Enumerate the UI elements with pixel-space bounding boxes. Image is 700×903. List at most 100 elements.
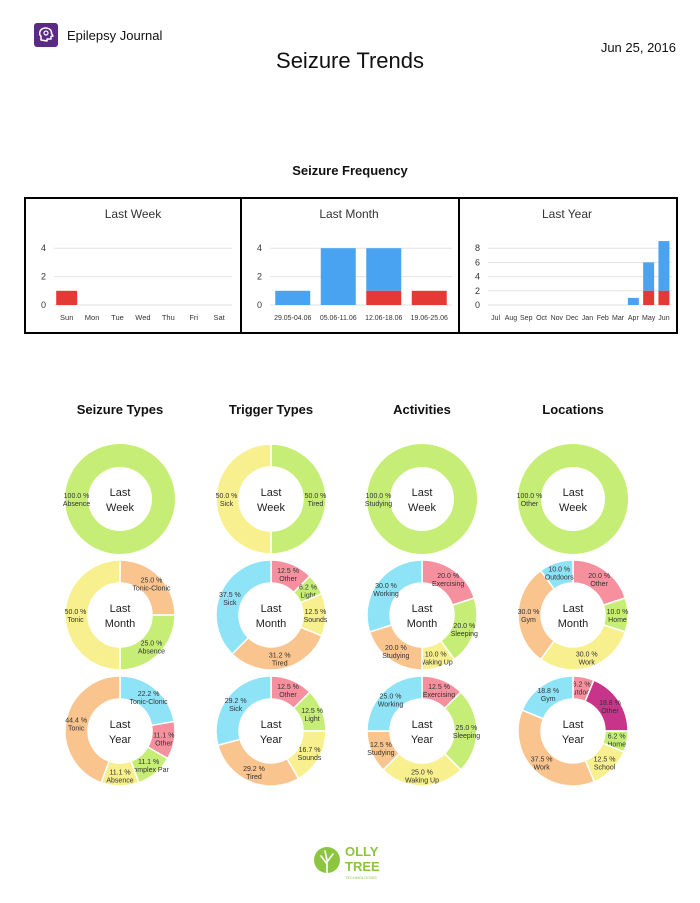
donut-center-label: Year: [260, 734, 283, 746]
slice-percent-label: 100.0 %: [64, 493, 90, 500]
slice-percent-label: 16.7 %: [299, 747, 321, 754]
x-tick-label: Fri: [189, 313, 198, 322]
donut-slice: [539, 559, 574, 591]
slice-name-label: Outdoors: [545, 575, 574, 582]
donut-center-label: Year: [411, 734, 434, 746]
y-tick-label: 4: [41, 243, 46, 253]
bar-segment-red: [366, 290, 402, 305]
donut-center-label: Last: [110, 487, 131, 499]
slice-percent-label: 6.2 %: [608, 734, 626, 741]
slice-percent-label: 11.1 %: [138, 759, 159, 766]
bar-chart-title: Last Year: [542, 207, 592, 221]
x-tick-label: Mon: [85, 313, 100, 322]
bar-chart-last-month: Last Month 0 2 4 29.05-04.06 05.06-11.06 12.06…: [257, 207, 452, 322]
slice-name-label: Tonic: [67, 617, 84, 624]
slice-name-label: Other: [521, 501, 539, 508]
bar-segment-red: [658, 290, 670, 305]
donut-slice: [366, 675, 423, 732]
slice-name-label: Outdoors: [567, 689, 596, 696]
slice-name-label: Sleeping: [453, 733, 480, 740]
x-tick-label: Dec: [566, 315, 579, 322]
slice-name-label: Sick: [229, 706, 243, 713]
pie-section-title: Seizure Types: [76, 402, 164, 417]
y-tick-label: 8: [475, 243, 480, 253]
slice-name-label: School: [594, 764, 616, 771]
slice-name-label: Sleeping: [451, 631, 478, 638]
slice-percent-label: 12.5 %: [277, 568, 299, 575]
x-tick-label: Aug: [505, 315, 518, 322]
x-tick-label: Mar: [612, 315, 625, 322]
slice-percent-label: 20.0 %: [437, 573, 459, 580]
donut-slice: [65, 444, 175, 554]
donut-center-label: Year: [109, 734, 132, 746]
donut-slice: [521, 675, 574, 720]
y-tick-label: 0: [257, 300, 262, 310]
x-tick-label: Tue: [111, 313, 124, 322]
slice-percent-label: 50.0 %: [216, 493, 238, 500]
y-tick-label: 2: [475, 286, 480, 296]
brand-line2: TREE: [345, 859, 380, 874]
donut-center-label: Last: [110, 603, 131, 615]
donut-center-label: Week: [559, 502, 587, 514]
bar-chart-title: Last Week: [105, 207, 162, 221]
pie-section-title: Trigger Types: [228, 402, 314, 417]
donut-center-label: Last: [412, 487, 433, 499]
x-tick-label: Jan: [582, 315, 593, 322]
slice-percent-label: 50.0 %: [65, 609, 87, 616]
donut-center-label: Month: [407, 618, 438, 630]
y-tick-label: 0: [475, 300, 480, 310]
slice-percent-label: 12.5 %: [594, 756, 616, 763]
donut-center-label: Last: [261, 603, 282, 615]
slice-percent-label: 25.0 %: [411, 770, 433, 777]
donut-chart: 100.0 %Other Last Week: [517, 444, 628, 554]
slice-name-label: Other: [601, 708, 619, 715]
x-tick-label: Thu: [162, 313, 175, 322]
bar-segment-blue: [658, 241, 670, 291]
slice-percent-label: 12.5 %: [301, 708, 323, 715]
donut-slice: [215, 559, 272, 656]
donut-center-label: Last: [563, 603, 584, 615]
slice-name-label: Tonic-Clonic: [132, 586, 171, 593]
bar-segment-blue: [275, 290, 311, 305]
slice-percent-label: 25.0 %: [141, 578, 163, 585]
donut-slice: [215, 443, 272, 555]
slice-percent-label: 25.0 %: [380, 694, 402, 701]
donut-slice: [517, 709, 596, 787]
bar-segment-red: [411, 290, 447, 305]
footer-brand-logo: OLLY TREE TECHNOLOGIES: [312, 840, 392, 884]
tree-logo-icon: OLLY TREE TECHNOLOGIES: [314, 844, 380, 880]
slice-name-label: Other: [155, 741, 173, 748]
slice-name-label: Tonic: [68, 725, 85, 732]
x-tick-label: Feb: [597, 315, 609, 322]
x-tick-label: Oct: [536, 315, 547, 322]
slice-name-label: Studying: [382, 653, 409, 660]
slice-percent-label: 18.8 %: [537, 688, 559, 695]
slice-name-label: Work: [534, 765, 551, 772]
donut-slice: [518, 444, 628, 554]
slice-percent-label: 10.0 %: [548, 567, 570, 574]
slice-percent-label: 29.2 %: [225, 698, 247, 705]
slice-percent-label: 11.1 %: [109, 770, 130, 777]
slice-name-label: Light: [304, 716, 319, 723]
bar-segment-blue: [643, 262, 655, 291]
slice-percent-label: 6.2 %: [573, 681, 591, 688]
slice-percent-label: 50.0 %: [305, 493, 327, 500]
slice-percent-label: 10.0 %: [607, 609, 629, 616]
bar-chart-title: Last Month: [319, 207, 378, 221]
slice-percent-label: 12.5 %: [370, 742, 392, 749]
app-name: Epilepsy Journal: [67, 28, 163, 43]
brand-tagline: TECHNOLOGIES: [345, 875, 377, 880]
donut-center-label: Last: [563, 487, 584, 499]
slice-percent-label: 6.2 %: [299, 584, 317, 591]
donut-center-label: Last: [412, 719, 433, 731]
x-tick-label: Jun: [658, 315, 669, 322]
x-tick-label: May: [642, 315, 656, 322]
donut-slice: [270, 443, 327, 555]
slice-name-label: Other: [279, 692, 297, 699]
bar-segment-blue: [320, 248, 356, 305]
slice-percent-label: 30.0 %: [576, 651, 598, 658]
x-tick-label: Sun: [60, 313, 73, 322]
